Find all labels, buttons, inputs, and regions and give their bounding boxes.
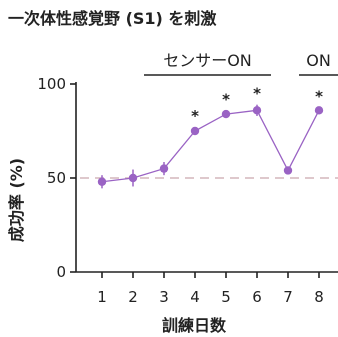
x-tick-label: 5	[221, 288, 231, 306]
series-line	[101, 109, 320, 183]
condition-bracket-label: ON	[306, 51, 331, 70]
condition-bracket-label: センサーON	[163, 51, 252, 70]
chart-title: 一次体性感覚野 (S1) を刺激	[8, 9, 216, 28]
data-point	[283, 166, 293, 175]
y-tick-label: 50	[47, 169, 66, 187]
significance-star: *	[253, 85, 261, 103]
x-tick-label: 4	[190, 288, 200, 306]
data-point	[128, 173, 138, 183]
significance-stars: * * * *	[191, 85, 323, 126]
data-point	[97, 177, 107, 186]
y-tick-label: 0	[56, 263, 66, 281]
data-point	[190, 126, 200, 136]
y-tick-label: 100	[37, 75, 66, 93]
significance-star: *	[191, 107, 199, 125]
data-point	[314, 106, 324, 115]
significance-star: *	[315, 88, 323, 106]
x-tick-label: 6	[252, 288, 262, 306]
x-tick-label: 1	[97, 288, 107, 306]
x-tick-label: 3	[159, 288, 169, 306]
data-series	[97, 104, 324, 189]
significance-star: *	[222, 90, 230, 108]
x-tick-label: 8	[314, 288, 324, 306]
x-tick-label: 7	[283, 288, 293, 306]
data-point	[221, 109, 231, 119]
data-point	[159, 164, 169, 173]
axes: 0 50 100 1 2 3 4 5 6 7 8	[37, 75, 338, 306]
x-axis-label: 訓練日数	[162, 316, 227, 335]
y-axis-label: 成功率 (%)	[7, 158, 26, 242]
data-point	[252, 106, 262, 115]
x-tick-label: 2	[128, 288, 138, 306]
condition-brackets: センサーON ON	[144, 51, 338, 76]
